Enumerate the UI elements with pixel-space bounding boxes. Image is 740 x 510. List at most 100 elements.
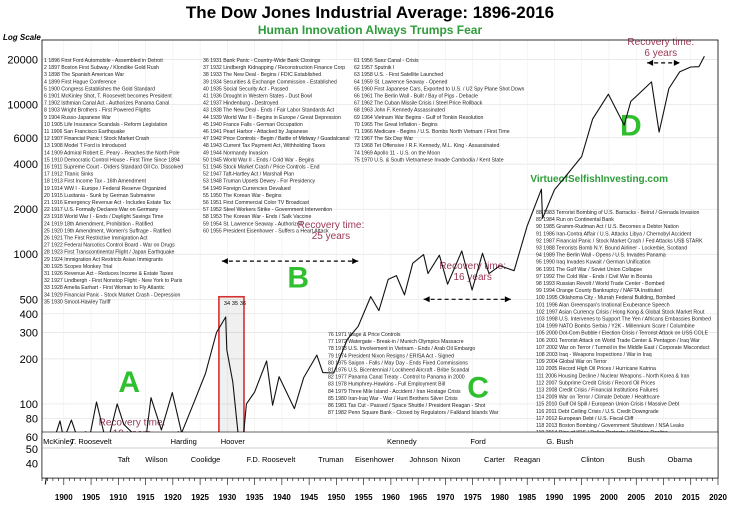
event-entry: 78 1973 U.S. Involvement in Vietnam - En… <box>328 346 475 352</box>
event-entry: 41 1936 Drought in Western States - Dust… <box>203 94 312 100</box>
event-entry: 88 1983 Terrorist Bombing of U.S. Barrac… <box>536 210 700 216</box>
event-entry: 14 1909 Admiral Robert E. Peary - Reache… <box>44 150 180 156</box>
event-entry: 102 1997 Asian Currency Crisis / Hong Ko… <box>536 309 705 315</box>
era-label: A <box>118 366 140 399</box>
recovery-arrowhead-left <box>647 59 654 66</box>
president-label: Obama <box>668 455 693 464</box>
event-entry: 10 1905 Life Insurance Scandals - Reform… <box>44 122 168 128</box>
president-label: Reagan <box>514 455 540 464</box>
event-entry: 118 2013 Boston Bombing / Government Shu… <box>536 423 685 429</box>
event-entry: 3 1898 The Spanish American War <box>44 72 124 78</box>
event-entry: 36 1931 Bank Panic - Country-Wide Bank C… <box>203 58 321 64</box>
president-label: Harding <box>171 437 197 446</box>
x-tick-label: 2000 <box>600 493 618 502</box>
event-entry: 42 1937 Hindenburg - Destroyed <box>203 101 278 107</box>
event-entry: 21 1916 Emergency Revenue Act - Includes… <box>44 200 171 206</box>
x-tick-label: 1925 <box>191 493 209 502</box>
event-entry: 101 1996 Alan Greenspan's Irrational Exu… <box>536 302 670 308</box>
recovery-arrowhead-right <box>352 258 359 265</box>
president-label: T. Roosevelt <box>70 437 112 446</box>
event-entry: 5 1900 Congress Establishes the Gold Sta… <box>44 86 155 92</box>
event-entry: 8 1903 Wright Brothers - First Powered F… <box>44 108 151 114</box>
event-entry: 114 2009 War on Terror / Climate Debate … <box>536 395 660 401</box>
event-entry: 106 2001 Terrorist Attack on World Trade… <box>536 338 700 344</box>
event-entry: 91 1986 Iran-Contra Affair / U.S. Attack… <box>536 231 692 237</box>
recovery-label: Recovery time: <box>99 417 166 428</box>
x-tick-label: 1980 <box>491 493 509 502</box>
event-entry: 75 1970 U.S. & South Vietnamese Invade C… <box>354 157 504 163</box>
event-entry: 16 1911 Supreme Court - Orders Standard … <box>44 165 183 171</box>
event-entry: 34 1929 Financial Panic - Stock Market C… <box>44 292 180 298</box>
event-entry: 90 1985 Gramm-Rudman Act / U.S. Becomes … <box>536 224 679 230</box>
highlight-label: 36 <box>240 301 246 307</box>
president-label: Bush <box>628 455 645 464</box>
recovery-duration: 6 years <box>644 48 677 59</box>
event-entry: 65 1960 First Japanese Cars, Exported to… <box>354 86 525 92</box>
president-label: Kennedy <box>387 437 417 446</box>
y-tick-label: 60 <box>26 432 38 444</box>
event-entry: 47 1942 Price Controls - Begin / Battle … <box>203 136 349 142</box>
event-entry: 72 1967 The Six Day War <box>354 136 413 142</box>
chart-subtitle: Human Innovation Always Trumps Fear <box>258 23 483 37</box>
x-tick-label: 1995 <box>573 493 591 502</box>
event-entry: 117 2012 European Debt / U.S. Fiscal Cli… <box>536 416 634 422</box>
event-entry: 2 1897 Boston First Subway / Klondike Go… <box>44 65 159 71</box>
event-entry: 96 1991 The Gulf War / Soviet Union Coll… <box>536 267 642 273</box>
y-tick-label: 4000 <box>14 159 38 171</box>
event-entry: 76 1971 Wage & Price Controls <box>328 332 401 338</box>
event-entry: 92 1987 Financial Panic / Stock Market C… <box>536 238 703 244</box>
event-entry: 17 1912 Titanic Sinks <box>44 172 94 178</box>
event-entry: 9 1904 Russo-Japanese War <box>44 115 111 121</box>
event-entry: 1 1896 First Ford Automobile - Assembled… <box>44 58 163 64</box>
event-entry: 94 1989 The Berlin Wall - Opens / U.S. I… <box>536 253 666 259</box>
recovery-arrowhead-left <box>221 258 228 265</box>
x-tick-label: 1940 <box>273 493 291 502</box>
event-entry: 109 2004 Global War on Terror <box>536 359 607 365</box>
y-tick-label: 40 <box>26 458 38 470</box>
era-label: C <box>467 372 489 405</box>
event-entry: 30 1925 Scopes Monkey Trial <box>44 264 112 270</box>
event-entry: 45 1940 France Falls - German Occupation <box>203 122 303 128</box>
event-entry: 112 2007 Subprime Credit Crisis / Record… <box>536 380 656 386</box>
event-entry: 33 1928 Amelia Earhart - First Woman to … <box>44 285 165 291</box>
event-entry: 93 1988 Terrorists Bomb N.Y. Bound Airli… <box>536 246 687 252</box>
event-entry: 86 1981 Tax Cut - Passed / Space Shuttle… <box>328 403 486 409</box>
x-tick-label: 1930 <box>218 493 236 502</box>
event-entry: 32 1927 Lindbergh - First Nonstop Flight… <box>44 278 183 284</box>
event-entry: 82 1977 Panama Canal Treaty - Control to… <box>328 375 465 381</box>
event-entry: 97 1992 The Cold War - Ends / Civil War … <box>536 274 652 280</box>
president-label: Taft <box>118 455 131 464</box>
president-label: Ford <box>470 437 485 446</box>
event-entry: 38 1933 The New Deal - Begins / FDIC Est… <box>203 72 321 78</box>
president-label: McKinley <box>43 437 74 446</box>
event-entry: 26 1921 The First Restrictive Immigratio… <box>44 236 148 242</box>
president-label: Coolidge <box>191 455 221 464</box>
y-tick-label: 2000 <box>14 204 38 216</box>
event-entry: 18 1913 First Income Tax - 16th Amendmen… <box>44 179 147 185</box>
recovery-arrowhead-left <box>423 296 430 303</box>
event-entry: 80 1975 Saigon - Falls / May Day - Ends … <box>328 360 468 366</box>
event-entry: 98 1993 Russian Revolt / World Trade Cen… <box>536 281 665 287</box>
event-entry: 55 1950 The Korean War - Begins <box>203 193 282 199</box>
event-entry: 58 1953 The Korean War - Ends / Salk Vac… <box>203 214 311 220</box>
president-label: Clinton <box>581 455 604 464</box>
event-entry: 4 1899 First Hague Conference <box>44 79 116 85</box>
event-entry: 6 1901 McKinley Shot, T. Roosevelt becom… <box>44 94 172 100</box>
president-label: Carter <box>484 455 505 464</box>
event-entry: 50 1945 World War II - Ends / Cold War -… <box>203 157 315 163</box>
event-entry: 13 1908 Model T Ford is Introduced <box>44 143 126 149</box>
event-entry: 66 1961 The Berlin Wall - Built / Bay of… <box>354 94 478 100</box>
djia-series-line <box>44 56 705 485</box>
recovery-label: Recovery time: <box>439 261 506 272</box>
x-tick-label: 1955 <box>355 493 373 502</box>
y-tick-label: 500 <box>20 294 38 306</box>
series-layer <box>44 56 705 485</box>
event-entry: 37 1932 Lindbergh Kidnapping / Reconstru… <box>203 65 345 71</box>
event-entry: 68 1963 John F. Kennedy Assassinated <box>354 108 445 114</box>
event-entry: 110 2005 Record High Oil Prices / Hurric… <box>536 366 656 372</box>
event-entry: 111 2006 Housing Decline / Nuclear Weapo… <box>536 373 690 379</box>
x-tick-label: 1905 <box>82 493 100 502</box>
x-tick-label: 1915 <box>137 493 155 502</box>
event-entry: 48 1943 Current Tax Payment Act, Withhol… <box>203 143 326 149</box>
